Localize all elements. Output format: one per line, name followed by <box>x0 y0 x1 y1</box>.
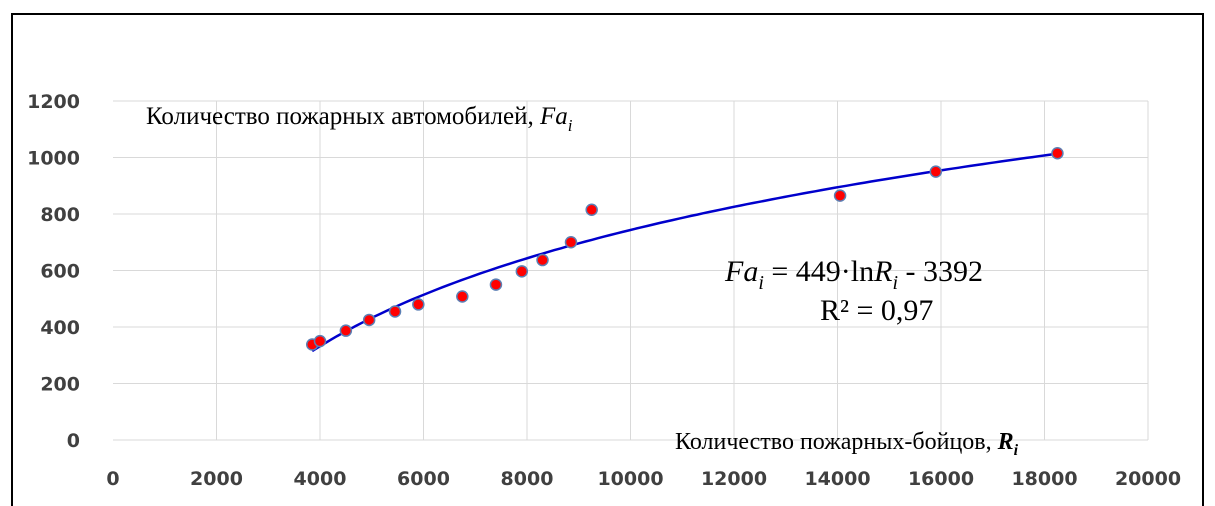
data-point <box>362 313 376 327</box>
x-tick-label: 12000 <box>701 468 767 490</box>
x-tick-label: 14000 <box>804 468 870 490</box>
y-tick-label: 1200 <box>27 91 80 113</box>
x-tick-label: 4000 <box>294 468 347 490</box>
x-tick-label: 18000 <box>1011 468 1077 490</box>
data-point <box>489 278 503 291</box>
x-tick-label: 20000 <box>1115 468 1181 490</box>
trendline-equation: Fai = 449·lnRi - 3392 <box>724 255 983 294</box>
x-tick-label: 10000 <box>597 468 663 490</box>
x-axis-label: Количество пожарных-бойцов, Ri <box>675 429 1019 459</box>
data-point <box>833 189 847 202</box>
r-squared-label: R² = 0,97 <box>820 294 933 327</box>
data-point <box>339 324 353 337</box>
y-tick-label: 200 <box>40 374 80 396</box>
data-point <box>1051 147 1064 160</box>
x-tick-label: 8000 <box>501 468 554 490</box>
data-point <box>564 236 578 249</box>
data-point <box>412 298 425 311</box>
x-tick-label: 0 <box>106 468 119 490</box>
data-point <box>929 165 943 178</box>
x-tick-label: 6000 <box>397 468 450 490</box>
grid <box>113 100 1149 441</box>
y-tick-label: 400 <box>40 317 80 339</box>
y-tick-label: 800 <box>40 204 80 226</box>
data-point <box>536 253 549 267</box>
data-point <box>515 265 529 278</box>
y-tick-label: 1000 <box>27 148 80 170</box>
data-point <box>585 203 598 217</box>
x-axis-ticks: 0 2000 4000 6000 8000 10000 12000 14000 16000 180… <box>106 468 1181 490</box>
data-point <box>388 305 402 318</box>
y-axis-label: Количество пожарных автомобилей, Fai <box>146 103 573 135</box>
y-axis-ticks: 0 200 400 600 800 1000 1200 <box>27 91 80 452</box>
x-tick-label: 2000 <box>190 468 243 490</box>
y-tick-label: 0 <box>67 430 80 452</box>
data-points <box>305 147 1064 351</box>
data-point <box>456 290 469 303</box>
chart-frame <box>11 13 1204 506</box>
data-point <box>313 334 327 348</box>
y-tick-label: 600 <box>40 261 80 283</box>
x-tick-label: 16000 <box>908 468 974 490</box>
